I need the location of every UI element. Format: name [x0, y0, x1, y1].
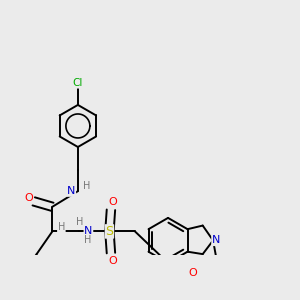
Text: O: O	[108, 197, 117, 207]
Text: O: O	[24, 194, 33, 203]
Text: Cl: Cl	[73, 78, 83, 88]
Text: H: H	[58, 222, 65, 232]
Text: H: H	[76, 217, 83, 227]
Text: N: N	[84, 226, 93, 236]
Text: O: O	[188, 268, 197, 278]
Text: H: H	[84, 235, 92, 245]
Text: O: O	[108, 256, 117, 266]
Text: H: H	[82, 181, 90, 191]
Text: N: N	[212, 236, 220, 245]
Text: S: S	[105, 225, 113, 238]
Text: N: N	[67, 186, 76, 196]
